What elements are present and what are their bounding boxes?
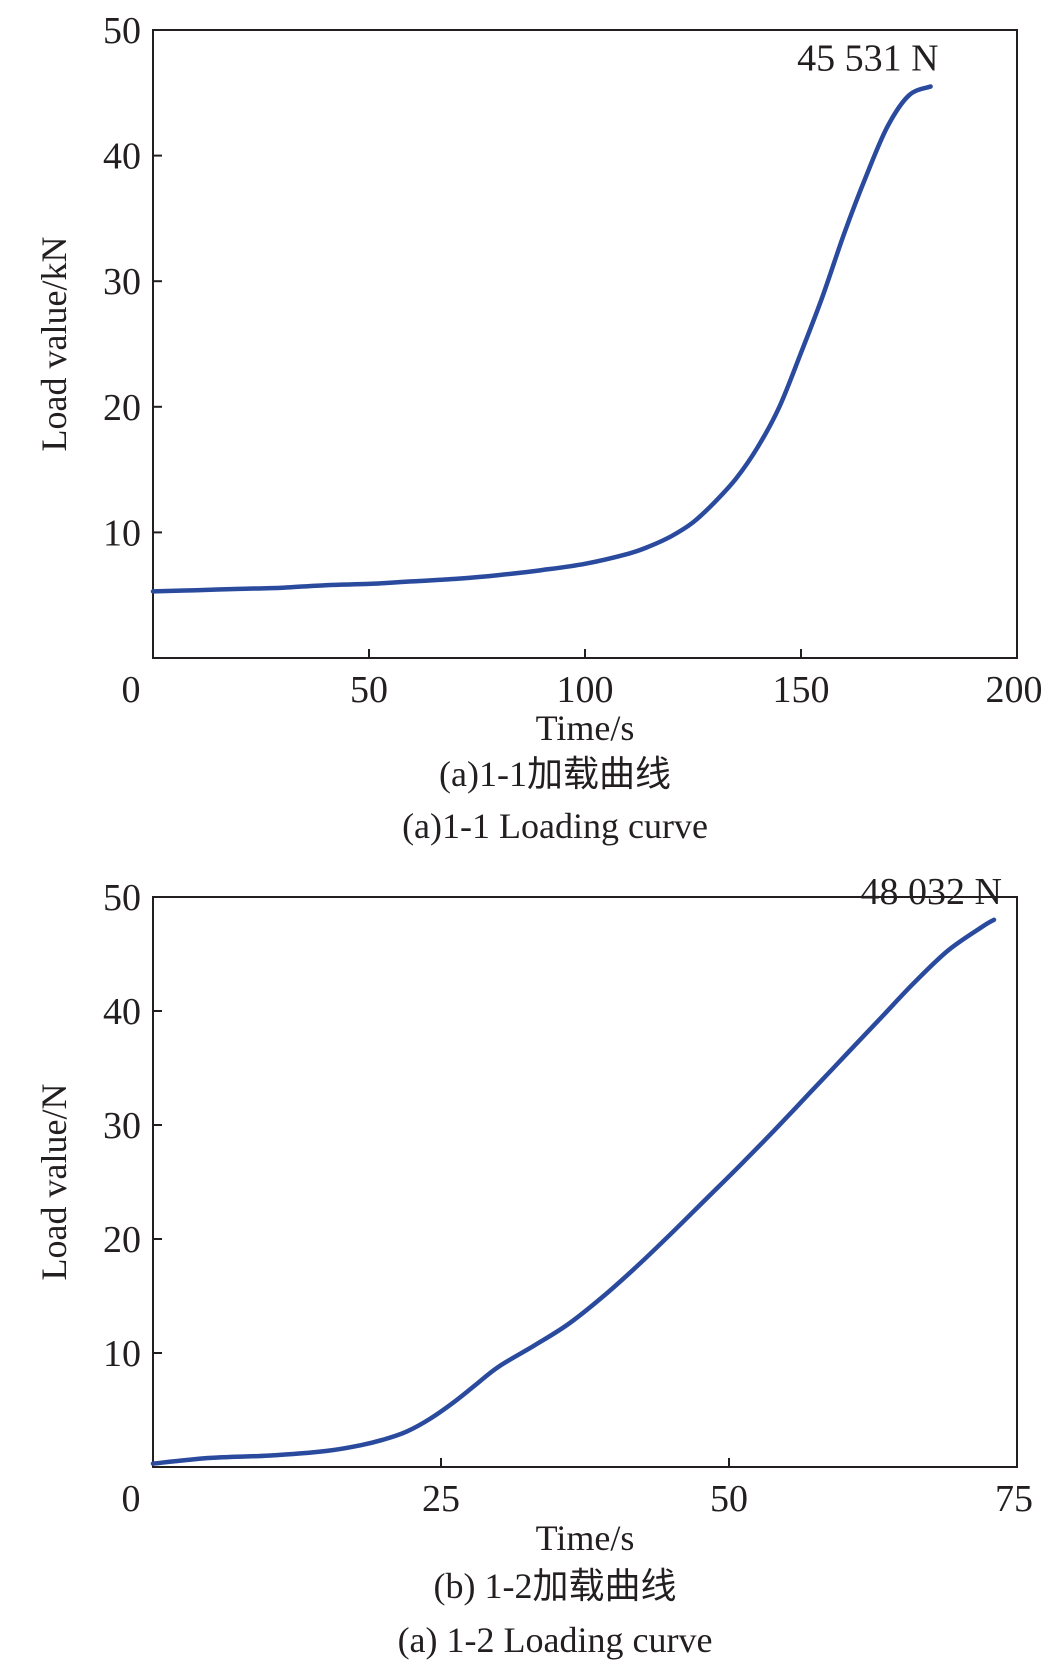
y-axis-title: Load value/N (34, 1084, 74, 1281)
y-tick-label: 20 (103, 387, 141, 429)
y-tick-label: 40 (103, 991, 141, 1033)
x-tick-label: 50 (350, 669, 388, 711)
caption-english: (a) 1-2 Loading curve (398, 1620, 713, 1660)
x-tick-label: 0 (122, 669, 141, 711)
caption-chinese: (a)1-1加载曲线 (439, 754, 671, 794)
x-tick-label: 100 (557, 669, 614, 711)
y-tick-label: 10 (103, 512, 141, 554)
caption-chinese: (b) 1-2加载曲线 (434, 1566, 677, 1606)
y-axis-title: Load value/kN (34, 237, 74, 452)
y-tick-label: 20 (103, 1219, 141, 1261)
peak-load-annotation: 48 032 N (861, 871, 1002, 913)
x-tick-label: 150 (773, 669, 830, 711)
x-tick-label: 0 (122, 1478, 141, 1520)
y-tick-label: 50 (103, 877, 141, 919)
x-axis-title: Time/s (536, 708, 635, 748)
x-tick-label: 50 (710, 1478, 748, 1520)
series-line-1 (150, 84, 933, 594)
chart-1: 0 50 100 150 200 10 20 30 40 50 Time/s Load value/k… (34, 10, 1043, 846)
peak-load-annotation: 45 531 N (797, 38, 938, 80)
y-tick-label: 40 (103, 136, 141, 178)
x-axis-title: Time/s (536, 1518, 635, 1558)
y-tick-label: 30 (103, 1105, 141, 1147)
chart-2: 0 25 50 75 10 20 30 40 50 Time/s Load value/N 48 03… (34, 871, 1033, 1660)
y-tick-label: 10 (103, 1333, 141, 1375)
caption-english: (a)1-1 Loading curve (402, 806, 708, 846)
y-tick-label: 30 (103, 261, 141, 303)
x-tick-label: 75 (995, 1478, 1033, 1520)
x-tick-label: 200 (986, 669, 1043, 711)
x-tick-label: 25 (422, 1478, 460, 1520)
y-tick-label: 50 (103, 10, 141, 52)
series-line-1 (150, 917, 997, 1466)
plot-frame (152, 896, 1018, 1468)
